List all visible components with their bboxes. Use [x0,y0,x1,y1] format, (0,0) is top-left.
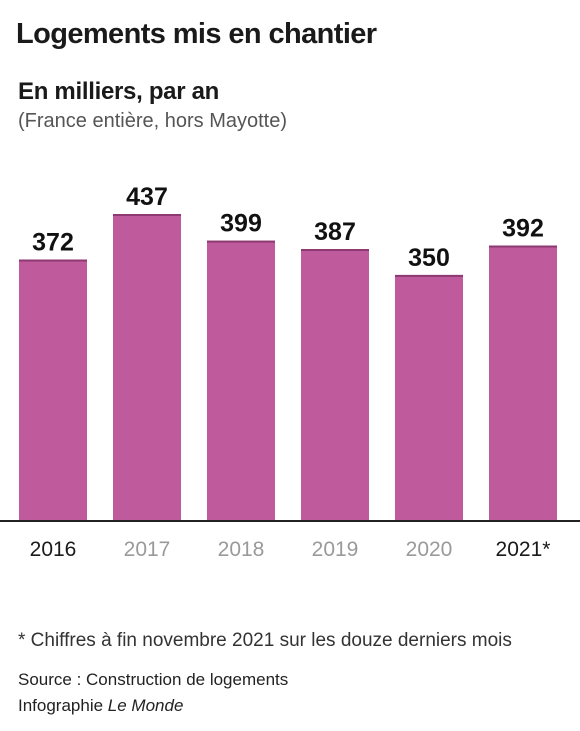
x-tick-label: 2019 [312,538,359,561]
credit-prefix: Infographie [18,696,108,715]
bar [395,274,463,520]
data-label: 372 [32,229,74,257]
chart-scope-note: (France entière, hors Mayotte) [18,110,287,132]
credit-line: Infographie Le Monde [18,696,183,716]
credit-brand: Le Monde [107,696,184,715]
x-tick-label: 2016 [30,538,77,561]
data-label: 392 [502,215,544,243]
data-label: 350 [408,244,450,272]
data-label: 387 [314,218,356,246]
bar [19,259,87,520]
chart-title: Logements mis en chantier [16,18,377,50]
x-tick-label: 2021* [496,538,551,561]
footnote: * Chiffres à fin novembre 2021 sur les d… [18,630,512,651]
data-label: 399 [220,210,262,238]
bar-top-edge [19,259,87,262]
bar [207,240,275,520]
bar [113,214,181,520]
bar-top-edge [207,240,275,243]
bar [489,245,557,520]
bar-top-edge [395,274,463,277]
chart-subtitle: En milliers, par an [18,78,220,105]
x-tick-label: 2020 [406,538,453,561]
source-line: Source : Construction de logements [18,670,289,689]
bar-chart: 372 2016 437 2017 399 2018 387 2019 350 2020 392 20… [0,183,580,561]
x-tick-label: 2017 [124,538,171,561]
x-axis-line [0,520,580,522]
bar-top-edge [113,214,181,216]
bar-top-edge [489,245,557,248]
data-label: 437 [126,183,168,211]
x-tick-label: 2018 [218,538,265,561]
bar [301,249,369,520]
bar-top-edge [301,249,369,252]
